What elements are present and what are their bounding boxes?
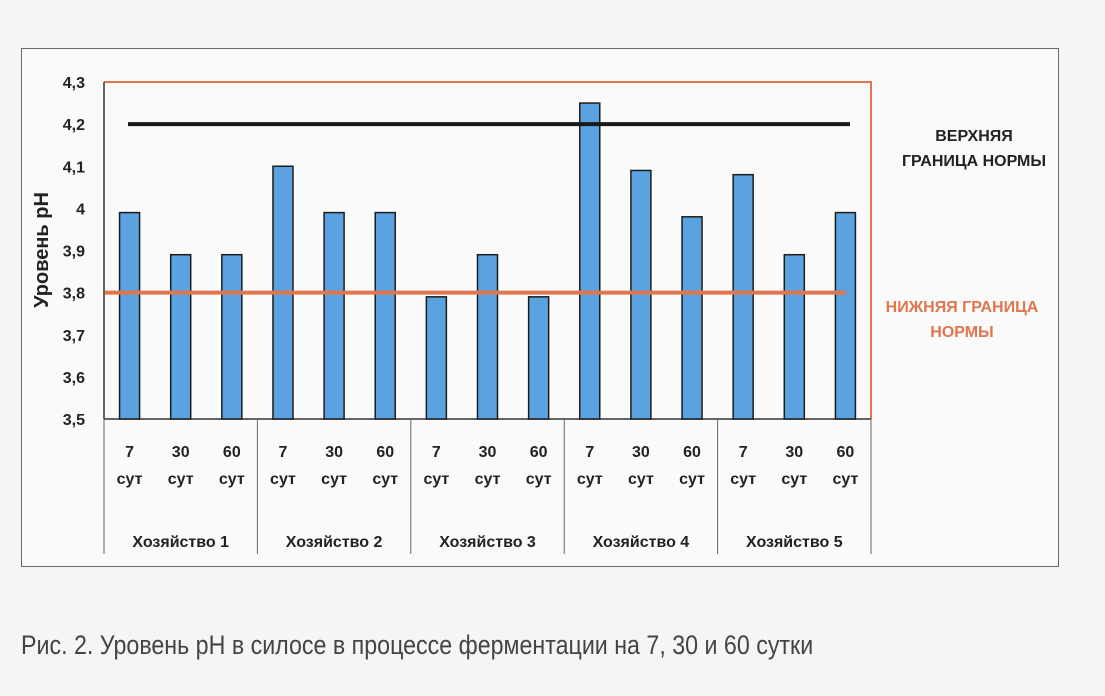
y-tick-label: 3,9 xyxy=(63,244,85,261)
x-category-unit: сут xyxy=(628,471,654,488)
group-label: Хозяйство 3 xyxy=(439,534,536,551)
x-category-unit: сут xyxy=(679,471,705,488)
x-category-number: 60 xyxy=(223,444,241,461)
plot-area-border xyxy=(104,81,872,419)
bar xyxy=(630,169,652,420)
y-tick-label: 4,2 xyxy=(63,117,85,134)
x-category-number: 30 xyxy=(172,444,190,461)
figure-caption: Рис. 2. Уровень pH в силосе в процессе ф… xyxy=(21,630,814,660)
x-category-unit: сут xyxy=(526,471,552,488)
upper-limit-label-line1: ВЕРХНЯЯ xyxy=(935,128,1013,145)
x-category-number: 30 xyxy=(632,444,650,461)
x-category-unit: сут xyxy=(781,471,807,488)
x-category-number: 7 xyxy=(739,444,748,461)
x-category-unit: сут xyxy=(730,471,756,488)
x-category-unit: сут xyxy=(219,471,245,488)
ph-bar-chart: Уровень pH 3,5 3,6 3,7 3,8 3,9 4 4,1 4,2 4,3 7 сут… xyxy=(31,75,1046,554)
x-category-unit: сут xyxy=(423,471,449,488)
x-category-number: 7 xyxy=(125,444,134,461)
x-category-unit: сут xyxy=(270,471,296,488)
group-label: Хозяйство 4 xyxy=(593,534,690,551)
x-category-unit: сут xyxy=(168,471,194,488)
bar xyxy=(221,253,243,420)
bar xyxy=(374,211,396,420)
x-category-number: 30 xyxy=(325,444,343,461)
x-category-number: 7 xyxy=(279,444,288,461)
bar xyxy=(476,253,499,420)
bar xyxy=(118,211,141,420)
y-tick-label: 3,8 xyxy=(63,286,85,303)
lower-limit-label-line1: НИЖНЯЯ ГРАНИЦА xyxy=(886,299,1039,316)
x-category-unit: сут xyxy=(577,471,603,488)
y-tick-label: 3,5 xyxy=(63,412,85,429)
x-category-unit: сут xyxy=(117,471,143,488)
x-category-number: 30 xyxy=(785,444,803,461)
lower-limit-label-line2: НОРМЫ xyxy=(930,324,993,341)
group-label: Хозяйство 2 xyxy=(286,534,383,551)
x-category-unit: сут xyxy=(475,471,501,488)
y-tick-label: 4 xyxy=(76,201,85,218)
x-category-number: 60 xyxy=(376,444,394,461)
x-category-number: 7 xyxy=(585,444,594,461)
x-category-unit: сут xyxy=(372,471,398,488)
x-category-number: 60 xyxy=(837,444,855,461)
x-category-number: 60 xyxy=(530,444,548,461)
y-tick-label: 4,1 xyxy=(63,159,85,176)
y-tick-label: 3,7 xyxy=(63,328,85,345)
bar xyxy=(834,211,857,420)
bar xyxy=(169,253,192,420)
x-category-number: 7 xyxy=(432,444,441,461)
bar xyxy=(681,216,703,420)
bar xyxy=(783,253,806,420)
y-tick-label: 4,3 xyxy=(63,75,85,92)
bar xyxy=(323,211,345,420)
x-category-unit: сут xyxy=(833,471,859,488)
bar xyxy=(425,296,448,420)
bar xyxy=(579,102,601,420)
group-label: Хозяйство 5 xyxy=(746,534,843,551)
x-category-number: 30 xyxy=(479,444,497,461)
x-category-number: 60 xyxy=(683,444,701,461)
x-category-unit: сут xyxy=(321,471,347,488)
group-label: Хозяйство 1 xyxy=(132,534,229,551)
y-axis-label: Уровень pH xyxy=(31,192,53,308)
upper-limit-label-line2: ГРАНИЦА НОРМЫ xyxy=(902,153,1046,170)
bar xyxy=(732,173,754,420)
bar xyxy=(527,296,550,420)
y-tick-label: 3,6 xyxy=(63,370,85,387)
